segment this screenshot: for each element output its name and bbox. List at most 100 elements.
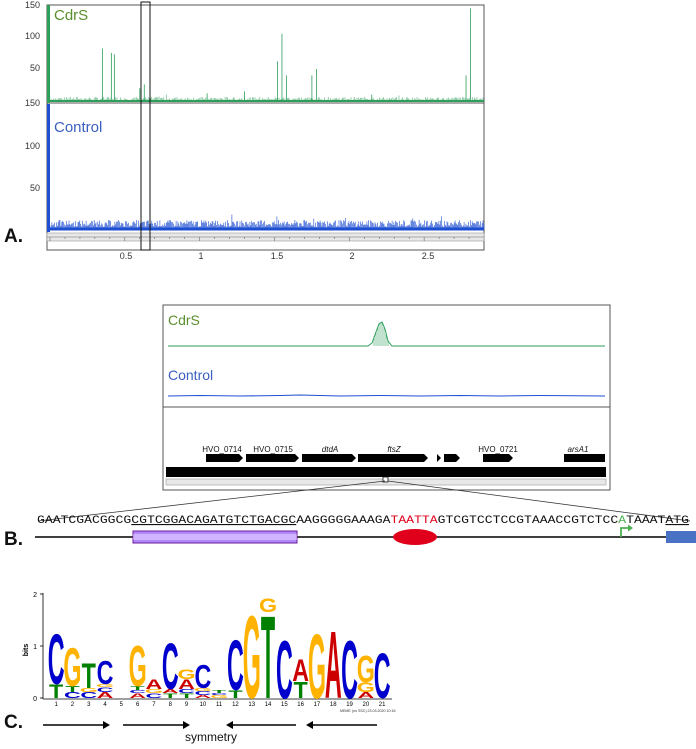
- logo-letter: C: [97, 686, 114, 694]
- logo-letter: T: [179, 692, 194, 700]
- logo-letter: C: [48, 621, 65, 700]
- logo-letter: A: [97, 690, 114, 699]
- logo-letter: G: [308, 616, 326, 719]
- x-tick-label: 1: [198, 251, 203, 261]
- zoom-cdrs-label: CdrS: [168, 312, 200, 328]
- logo-letter: G: [177, 668, 195, 683]
- logo-y-tick: 2: [33, 592, 37, 599]
- y-tick-label: 100: [25, 141, 40, 151]
- logo-letter: A: [146, 678, 163, 693]
- x-tick-label: 2: [349, 251, 354, 261]
- x-tick-label: 1.5: [271, 251, 284, 261]
- seq-motif: CGTCGGACAGATGTCTGACGC: [131, 515, 296, 527]
- panel-b-frame: [162, 304, 611, 491]
- panel-b: CdrS Control HVO_0714 HVO_0715 dtdA ftsZ…: [4, 304, 696, 550]
- logo-letter: G: [210, 694, 228, 699]
- logo-letter: G: [129, 635, 147, 699]
- logo-letter: A: [178, 678, 195, 693]
- logo-letter: C: [146, 692, 163, 700]
- logo-y-axis-label: bits: [23, 644, 30, 657]
- logo-position-label: 11: [216, 702, 223, 708]
- gene-arrow-small-1: [437, 454, 441, 462]
- gene-arrow-hvo-0715: [246, 454, 299, 462]
- logo-letter: C: [97, 655, 114, 692]
- logo-letter: C: [162, 630, 179, 703]
- logo-position-label: 12: [232, 702, 239, 708]
- logo-letter: C: [341, 623, 358, 716]
- logo-position-label: 2: [71, 702, 75, 708]
- logo-letter: G: [96, 683, 114, 688]
- zoom-line-right: [387, 480, 691, 522]
- cdrs-signal: [50, 94, 484, 101]
- gene-labels: HVO_0714 HVO_0715 dtdA ftsZ HVO_0721 ars…: [202, 445, 588, 454]
- logo-letter: A: [325, 611, 342, 718]
- seq-segment: GTCGTCCTCCGTAAACCGTCTCC: [438, 515, 619, 527]
- logo-letter: G: [194, 687, 212, 692]
- seq-segment: GAATCGACGGCG: [37, 515, 132, 527]
- logo-position-label: 15: [281, 702, 288, 708]
- y-axis-top: 150 100 50: [25, 0, 40, 73]
- y-tick-label: 150: [25, 0, 40, 10]
- logo-position-label: 8: [169, 702, 173, 708]
- logo-letter: G: [145, 688, 163, 694]
- logo-letter: G: [357, 647, 375, 691]
- logo-letter: C: [276, 623, 293, 716]
- control-signal: [50, 214, 485, 229]
- cdrs-track-bar: [47, 5, 50, 103]
- logo-position-label: 4: [103, 702, 107, 708]
- logo-position-label: 16: [297, 702, 304, 708]
- seq-segment: TAAAT: [626, 515, 666, 527]
- promoter-sequence: GAATCGACGGCG CGTCGGACAGATGTCTGACGC AAGGGGG…: [37, 515, 689, 527]
- logo-position-label: 20: [363, 702, 370, 708]
- logo-y-tick: 0: [33, 696, 37, 703]
- symmetry-label: symmetry: [185, 730, 237, 744]
- panel-b-label: B.: [4, 529, 23, 550]
- logo-position-label: 18: [330, 702, 337, 708]
- zoom-cdrs-signal: [168, 321, 605, 347]
- gene-arrow-ftsz: [358, 454, 428, 462]
- gene-arrow-arsa1: [564, 454, 605, 462]
- panel-a-frame: [46, 4, 485, 251]
- gene-label-dtda: dtdA: [322, 445, 338, 454]
- y-axis-bottom: 150 100 50: [25, 98, 40, 193]
- logo-position-label: 9: [185, 702, 189, 708]
- cdrs-track-label: CdrS: [54, 7, 88, 24]
- gene-arrow-hvo-0721: [483, 454, 513, 462]
- gene-label-hvo-0714: HVO_0714: [202, 445, 242, 454]
- x-axis: 0.5 1 1.5 2 2.5: [120, 251, 435, 261]
- zoom-line-left: [37, 480, 386, 522]
- logo-position-label: 5: [120, 702, 124, 708]
- seq-tata-box: TAATTA: [390, 515, 437, 527]
- logo-letter: T: [261, 591, 275, 723]
- gene-label-ftsz: ftsZ: [387, 445, 401, 454]
- gene-label-hvo-0715: HVO_0715: [253, 445, 293, 454]
- logo-letter: C: [194, 690, 211, 696]
- logo-letter: A: [129, 692, 146, 700]
- logo-letter: G: [63, 637, 81, 698]
- logo-position-label: 13: [248, 702, 255, 708]
- logo-letter: C: [64, 690, 81, 699]
- logo-letter: T: [228, 688, 242, 700]
- y-tick-label: 50: [30, 183, 40, 193]
- logo-letter: G: [80, 687, 98, 693]
- logo-letter: C: [227, 627, 244, 706]
- zoom-control-signal: [167, 394, 606, 397]
- logo-position-label: 3: [87, 702, 91, 708]
- gene-arrow-small-2: [444, 454, 460, 462]
- logo-letter: A: [162, 688, 179, 694]
- y-tick-label: 100: [25, 31, 40, 41]
- ruler-ticks: [49, 237, 470, 241]
- logo-letter: G: [243, 591, 261, 723]
- logo-letter: T: [294, 677, 308, 703]
- seq-start-codon: ATG: [665, 515, 689, 527]
- logo-position-label: 19: [346, 702, 353, 708]
- cdrs-peaks: [101, 8, 471, 101]
- seq-tss: A: [618, 515, 626, 527]
- logo-position-labels: 1 2 3 4 5 6 7 8 9 10 11 12 13 14 15 16 17 18 19 20 21: [54, 702, 386, 708]
- gene-label-arsa1: arsA1: [568, 445, 589, 454]
- logo-position-label: 7: [152, 702, 156, 708]
- logo-letter: G: [357, 681, 375, 696]
- logo-letter: C: [374, 641, 391, 713]
